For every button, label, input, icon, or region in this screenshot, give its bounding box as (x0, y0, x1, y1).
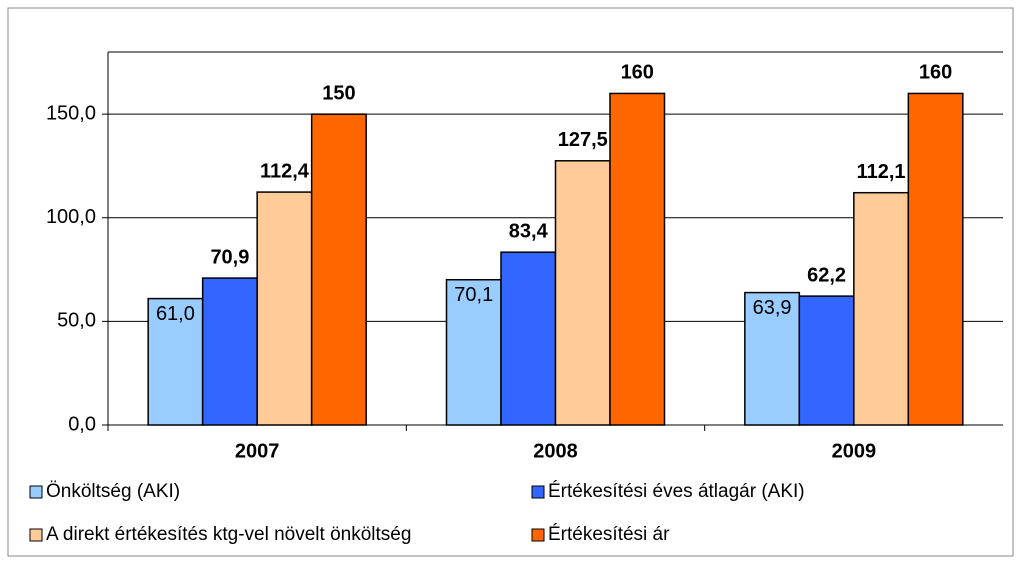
bar (201, 277, 258, 426)
bar (609, 92, 666, 426)
x-tick-label: 2007 (235, 440, 280, 462)
bar (853, 191, 910, 426)
legend-label: A direkt értékesítés ktg-vel növelt önkö… (46, 524, 411, 545)
x-tick-label: 2009 (832, 440, 877, 462)
legend-swatch (29, 485, 43, 499)
y-tick-label: 50,0 (57, 310, 96, 332)
x-tick-label: 2008 (533, 440, 578, 462)
value-label: 160 (621, 62, 654, 84)
value-label: 83,4 (509, 220, 549, 242)
value-label: 61,0 (156, 303, 195, 325)
y-tick-label: 100,0 (46, 206, 96, 228)
legend-swatch (29, 528, 43, 542)
bar (798, 295, 855, 426)
y-tick-label: 0,0 (68, 413, 96, 435)
legend-label: Értékesítési éves átlagár (AKI) (548, 481, 805, 502)
value-label: 70,9 (210, 246, 249, 268)
value-label: 112,4 (260, 160, 310, 182)
bar (310, 113, 367, 426)
value-label: 63,9 (753, 297, 792, 319)
bar (554, 160, 611, 426)
bar (256, 191, 313, 426)
value-label: 70,1 (454, 284, 493, 306)
legend-swatch (531, 528, 545, 542)
legend-swatch (531, 485, 545, 499)
value-label: 127,5 (558, 129, 608, 151)
legend-label: Önköltség (AKI) (46, 481, 180, 502)
legend-label: Értékesítési ár (548, 524, 670, 545)
value-label: 150 (322, 82, 355, 104)
bar (907, 92, 964, 426)
bar (147, 297, 204, 426)
value-label: 160 (919, 62, 952, 84)
bar (500, 251, 557, 426)
value-label: 62,2 (807, 264, 846, 286)
y-tick-label: 150,0 (46, 102, 96, 124)
value-label: 112,1 (857, 161, 906, 183)
